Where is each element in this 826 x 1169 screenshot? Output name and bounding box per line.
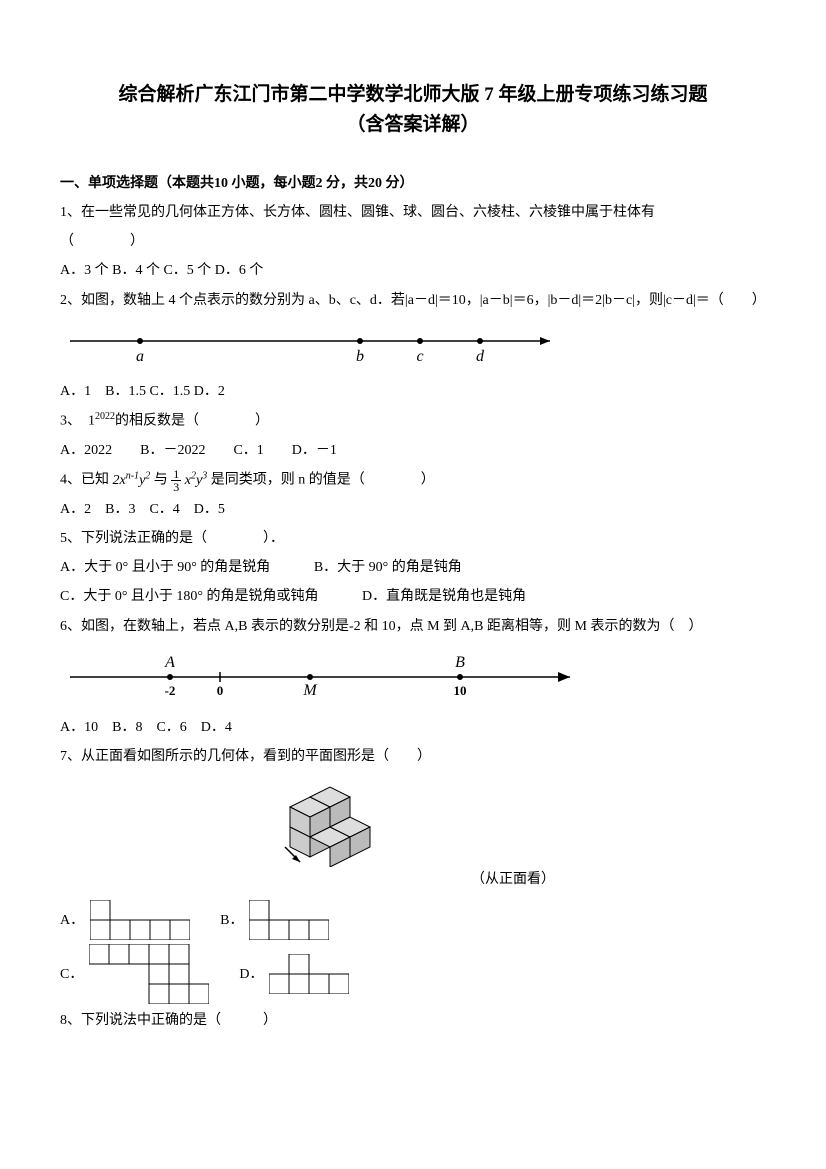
svg-text:M: M bbox=[302, 682, 318, 699]
q7-C-label: C． bbox=[60, 962, 83, 987]
q4-frac: 13 bbox=[171, 468, 181, 493]
q4: 4、已知 2xn-1y2 与 13 x2y3 是同类项，则 n 的值是（ ） bbox=[60, 467, 766, 493]
q5-A: A．大于 0° 且小于 90° 的角是锐角 bbox=[60, 560, 270, 575]
q4-pre: 4、已知 bbox=[60, 473, 109, 488]
svg-text:d: d bbox=[476, 348, 485, 365]
q7-text: 7、从正面看如图所示的几何体，看到的平面图形是（ ） bbox=[60, 744, 766, 769]
q5-optAB: A．大于 0° 且小于 90° 的角是锐角 B．大于 90° 的角是钝角 bbox=[60, 555, 766, 580]
svg-text:c: c bbox=[416, 348, 423, 365]
q2: 2、如图，数轴上 4 个点表示的数分别为 a、b、c、d．若|a－d|＝10，|… bbox=[60, 288, 766, 313]
q6-text: 6、如图，在数轴上，若点 A,B 表示的数分别是-2 和 10，点 M 到 A,… bbox=[60, 614, 766, 639]
q5-D: D．直角既是锐角也是钝角 bbox=[362, 589, 526, 604]
q2-figure: a b c d bbox=[60, 321, 766, 371]
q7-row2: C． D． bbox=[60, 944, 766, 1004]
q7-row1: A． B． bbox=[60, 900, 766, 940]
q4-expr1: 2xn-1y2 bbox=[113, 473, 151, 488]
q5-optCD: C．大于 0° 且小于 180° 的角是锐角或钝角 D．直角既是锐角也是钝角 bbox=[60, 584, 766, 609]
title-line-1: 综合解析广东江门市第二中学数学北师大版 7 年级上册专项练习练习题 bbox=[60, 80, 766, 110]
q3-pre: 3、 1 bbox=[60, 414, 95, 429]
number-line-1: a b c d bbox=[60, 321, 560, 371]
q3-post: 的相反数是（ ） bbox=[115, 414, 269, 429]
title-line-2: （含答案详解） bbox=[60, 110, 766, 140]
q3: 3、 12022的相反数是（ ） bbox=[60, 408, 766, 434]
q4-expr2: x2y3 bbox=[185, 473, 207, 488]
svg-text:a: a bbox=[136, 348, 144, 365]
q1-options: A．3 个 B．4 个 C．5 个 D．6 个 bbox=[60, 258, 766, 283]
svg-text:-2: -2 bbox=[165, 683, 176, 698]
q2-text: 2、如图，数轴上 4 个点表示的数分别为 a、b、c、d．若|a－d|＝10，|… bbox=[60, 293, 766, 308]
q6-figure: A B -2 0 M 10 bbox=[60, 647, 766, 707]
svg-text:b: b bbox=[356, 348, 364, 365]
q1-paren: （ ） bbox=[60, 229, 766, 254]
svg-text:A: A bbox=[164, 654, 175, 671]
q4-post: 是同类项，则 n 的值是（ ） bbox=[211, 473, 435, 488]
q7-D-label: D． bbox=[239, 962, 263, 987]
q2-options: A．1 B．1.5 C．1.5 D．2 bbox=[60, 379, 766, 404]
cube-3d bbox=[260, 777, 440, 867]
q7-A-label: A． bbox=[60, 908, 84, 933]
q7-B-shape bbox=[249, 900, 329, 940]
q4-mid: 与 bbox=[154, 473, 168, 488]
q7-note: （从正面看） bbox=[260, 867, 766, 892]
q6-options: A．10 B．8 C．6 D．4 bbox=[60, 715, 766, 740]
q5-text: 5、下列说法正确的是（ ）． bbox=[60, 526, 766, 551]
q7-D-shape bbox=[269, 954, 349, 994]
q7-C-shape bbox=[89, 944, 209, 1004]
q7-B-label: B． bbox=[220, 908, 243, 933]
q8-text: 8、下列说法中正确的是（ ） bbox=[60, 1008, 766, 1033]
number-line-2: A B -2 0 M 10 bbox=[60, 647, 580, 707]
q1: 1、在一些常见的几何体正方体、长方体、圆柱、圆锥、球、圆台、六棱柱、六棱锥中属于… bbox=[60, 200, 766, 225]
section-1-header: 一、单项选择题（本题共10 小题，每小题2 分，共20 分） bbox=[60, 171, 766, 196]
q3-exp: 2022 bbox=[95, 411, 115, 422]
q7-figure: （从正面看） bbox=[260, 777, 766, 892]
svg-text:10: 10 bbox=[454, 683, 467, 698]
svg-text:0: 0 bbox=[217, 683, 224, 698]
q1-text: 1、在一些常见的几何体正方体、长方体、圆柱、圆锥、球、圆台、六棱柱、六棱锥中属于… bbox=[60, 205, 655, 220]
q5-B: B．大于 90° 的角是钝角 bbox=[314, 560, 462, 575]
q3-options: A．2022 B．－2022 C．1 D．－1 bbox=[60, 438, 766, 463]
page-title: 综合解析广东江门市第二中学数学北师大版 7 年级上册专项练习练习题 （含答案详解… bbox=[60, 80, 766, 141]
q5-C: C．大于 0° 且小于 180° 的角是锐角或钝角 bbox=[60, 589, 319, 604]
q7-A-shape bbox=[90, 900, 190, 940]
svg-text:B: B bbox=[455, 654, 465, 671]
q4-options: A．2 B．3 C．4 D．5 bbox=[60, 497, 766, 522]
